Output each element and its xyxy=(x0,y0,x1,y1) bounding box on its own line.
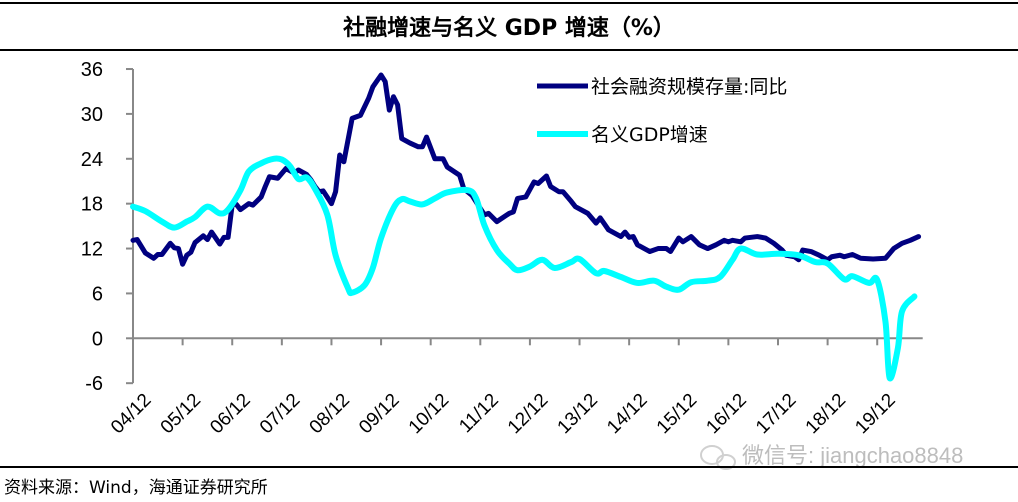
y-tick-label: 6 xyxy=(92,283,103,305)
x-tick-label: 16/12 xyxy=(702,390,750,438)
y-tick-label: 18 xyxy=(81,194,103,216)
x-tick-label: 15/12 xyxy=(653,390,701,438)
x-tick-label: 12/12 xyxy=(504,390,552,438)
series-layer xyxy=(130,72,922,382)
watermark-text: 微信号: jiangchao8848 xyxy=(742,443,963,468)
legend: 社会融资规模存量:同比 名义GDP增速 xyxy=(537,76,787,146)
x-tick-label: 18/12 xyxy=(802,390,850,438)
y-tick-label: -6 xyxy=(85,373,103,395)
wechat-icon xyxy=(700,445,736,470)
y-tick-label: 0 xyxy=(92,328,103,350)
watermark: 微信号: jiangchao8848 xyxy=(700,443,963,470)
x-tick-label: 10/12 xyxy=(405,390,453,438)
x-tick-label: 19/12 xyxy=(851,390,899,438)
x-tick-label: 11/12 xyxy=(455,390,502,437)
x-tick-label: 07/12 xyxy=(256,390,304,438)
axes: 36 30 24 18 12 6 0 -604/12 05/12 06/12 07/12 08/12 0… xyxy=(81,59,923,438)
chart-title: 社融增速与名义 GDP 增速（%） xyxy=(343,15,675,41)
legend-label-tsf: 社会融资规模存量:同比 xyxy=(591,76,787,98)
x-tick-label: 06/12 xyxy=(206,390,254,438)
x-tick-label: 09/12 xyxy=(355,390,403,438)
y-tick-label: 12 xyxy=(81,239,103,261)
y-tick-label: 30 xyxy=(81,104,103,126)
x-tick-label: 17/12 xyxy=(752,390,800,438)
series-line-gdp xyxy=(130,155,918,382)
y-tick-label: 24 xyxy=(81,149,103,171)
legend-label-gdp: 名义GDP增速 xyxy=(591,124,708,146)
x-tick-label: 04/12 xyxy=(107,390,155,438)
source-note: 资料来源：Wind，海通证券研究所 xyxy=(4,478,268,498)
y-tick-label: 36 xyxy=(81,59,103,81)
x-tick-label: 13/12 xyxy=(554,390,602,438)
x-tick-label: 14/12 xyxy=(603,390,651,438)
series-line-tsf xyxy=(130,72,922,267)
x-tick-label: 05/12 xyxy=(157,390,205,438)
x-tick-label: 08/12 xyxy=(306,390,354,438)
